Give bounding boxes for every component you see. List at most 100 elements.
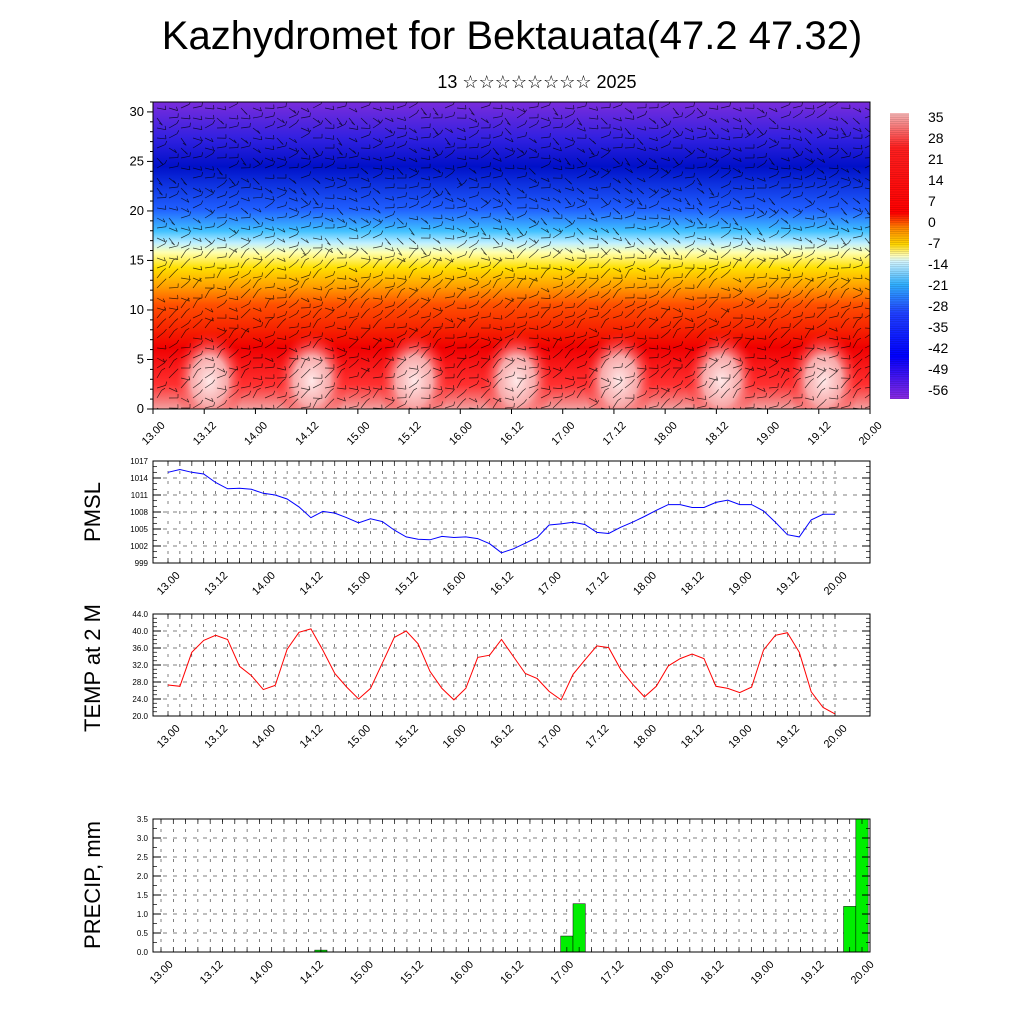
wind-barb-flag: [393, 301, 396, 306]
wind-barb: [276, 216, 286, 219]
wind-barb: [732, 381, 740, 389]
wind-barb-flag: [341, 367, 346, 371]
wind-barb: [804, 203, 814, 209]
wind-barb: [444, 146, 454, 149]
wind-barb: [324, 307, 334, 312]
wind-barb-flag: [477, 122, 479, 127]
wind-barb-flag: [415, 349, 419, 353]
warm-anomaly: [173, 331, 246, 409]
wind-barb: [816, 243, 826, 249]
wind-barb-flag: [654, 248, 658, 252]
wind-barb: [552, 324, 562, 329]
wind-barb: [264, 251, 273, 259]
wind-barb: [780, 114, 790, 119]
wind-barb: [528, 357, 538, 361]
wind-barb: [300, 387, 310, 391]
wind-barb-flag: [162, 268, 166, 272]
x-tick-label: 18.12: [699, 959, 727, 987]
wind-barb: [252, 225, 262, 229]
wind-barb-flag: [440, 390, 444, 395]
wind-barb: [180, 300, 187, 309]
wind-barb-flag: [174, 328, 178, 332]
wind-barb: [264, 385, 274, 389]
wind-barb: [396, 127, 406, 130]
wind-barb-flag: [771, 162, 775, 166]
wind-barb-flag: [439, 279, 443, 283]
wind-barb-flag: [525, 262, 527, 267]
wind-barb: [780, 402, 789, 409]
wind-barb: [600, 215, 610, 219]
wind-barb: [396, 144, 406, 149]
wind-barb-flag: [163, 328, 167, 333]
wind-barb: [540, 227, 549, 233]
wind-barb: [708, 264, 718, 269]
wind-barb-flag: [823, 237, 826, 242]
wind-barb: [792, 237, 802, 242]
wind-barb: [312, 166, 323, 169]
wind-barb: [276, 124, 286, 129]
wind-barb: [288, 360, 295, 369]
wind-barb-flag: [585, 102, 588, 107]
wind-barb-flag: [846, 248, 851, 252]
wind-barb: [696, 177, 703, 186]
wind-barb-flag: [734, 222, 739, 226]
wind-barb: [660, 157, 670, 162]
wind-barb-flag: [174, 149, 177, 154]
colorbar-label: -49: [928, 361, 948, 377]
wind-barb-flag: [836, 169, 840, 174]
wind-barb: [216, 350, 222, 359]
wind-barb: [564, 257, 574, 262]
wind-barb: [684, 197, 691, 206]
wind-barb-flag: [606, 229, 609, 233]
wind-barb: [348, 320, 355, 329]
wind-barb-flag: [705, 111, 708, 116]
cross-section-x-tick-label: 19.00: [754, 420, 782, 448]
wind-barb: [336, 177, 346, 182]
wind-barb: [444, 127, 453, 133]
wind-barb-flag: [800, 109, 804, 114]
wind-barb-flag: [295, 368, 299, 373]
wind-barb-flag: [220, 120, 224, 125]
wind-barb-flag: [270, 258, 275, 262]
wind-barb-flag: [257, 130, 261, 134]
wind-barb-flag: [642, 318, 647, 322]
wind-barb: [432, 167, 441, 174]
wind-barb: [696, 331, 704, 339]
wind-barb-flag: [440, 309, 444, 314]
wind-barb-flag: [225, 371, 228, 376]
wind-barb: [168, 245, 178, 249]
wind-barb: [300, 326, 310, 329]
wind-barb-flag: [698, 202, 703, 206]
x-tick-label: 19.00: [726, 570, 754, 598]
wind-barb: [864, 266, 870, 269]
wind-barb: [372, 313, 382, 319]
wind-barb: [204, 193, 214, 199]
wind-barb-flag: [474, 398, 478, 403]
wind-barb: [480, 357, 490, 360]
wind-barb-flag: [621, 161, 624, 166]
wind-barb: [504, 177, 511, 186]
wind-barb: [156, 163, 166, 169]
wind-barb: [240, 260, 247, 269]
wind-barb: [180, 197, 190, 203]
wind-barb: [828, 172, 837, 179]
wind-barb-flag: [680, 279, 684, 284]
wind-barb-flag: [285, 160, 288, 165]
wind-barb: [444, 353, 454, 359]
wind-barb: [564, 306, 574, 309]
wind-barb-flag: [439, 307, 442, 312]
wind-barb: [552, 147, 562, 152]
wind-barb: [288, 250, 296, 259]
wind-barb: [156, 207, 166, 210]
wind-barb-flag: [164, 359, 167, 364]
wind-barb-flag: [512, 309, 515, 313]
wind-barb-flag: [785, 277, 790, 281]
wind-barb-flag: [861, 261, 864, 266]
wind-barb-flag: [487, 289, 491, 293]
wind-barb: [300, 116, 310, 119]
wind-barb: [384, 145, 394, 149]
wind-barb: [852, 287, 862, 292]
wind-barb: [816, 112, 825, 119]
wind-barb: [300, 279, 306, 289]
